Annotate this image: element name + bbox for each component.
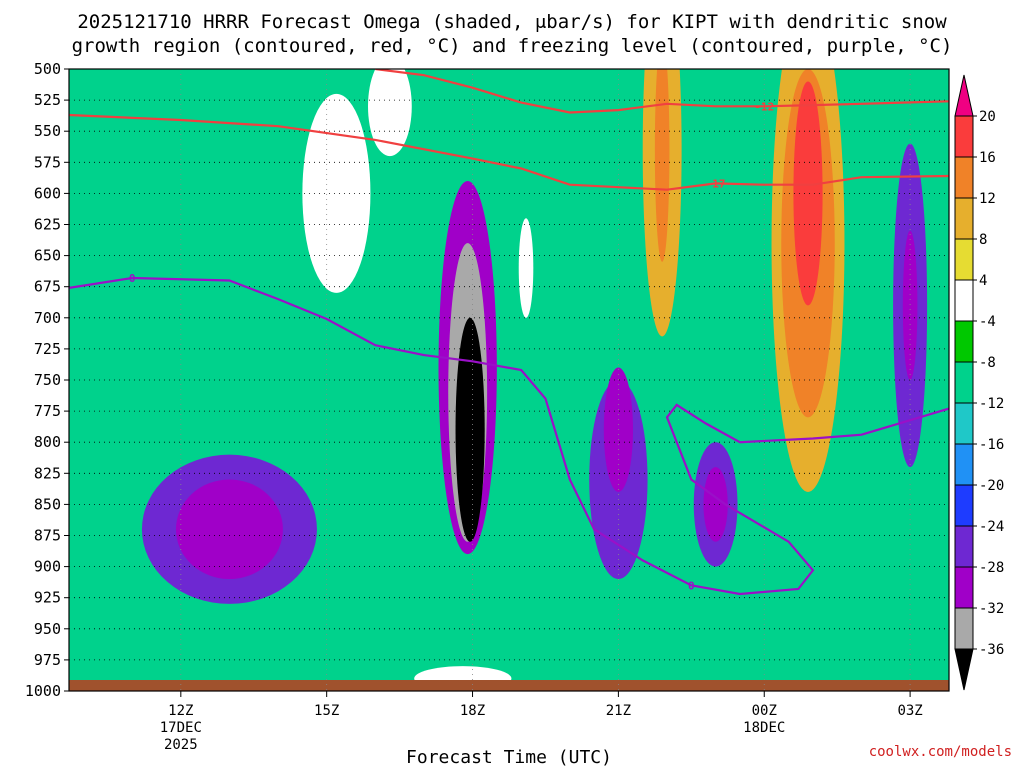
y-tick-label: 575 xyxy=(34,153,61,171)
y-tick-label: 975 xyxy=(34,651,61,669)
colorbar-tick-label: -20 xyxy=(979,478,1004,494)
x-tick-label: 21Z xyxy=(606,703,631,719)
colorbar-swatch xyxy=(954,566,974,609)
colorbar-swatch xyxy=(954,443,974,486)
omega-region-14 xyxy=(902,230,918,380)
y-tick-label: 600 xyxy=(34,184,61,202)
y-tick-label: 775 xyxy=(34,402,61,420)
colorbar-swatch xyxy=(954,156,974,199)
y-tick-label: 725 xyxy=(34,340,61,358)
colorbar-tick-label: -12 xyxy=(979,396,1004,412)
contour-lines: -17 -12 0 0 xyxy=(69,69,949,596)
credit-text: coolwx.com/models xyxy=(869,744,1012,760)
colorbar-tick-label: -32 xyxy=(979,601,1004,617)
x-tick-label: 18Z xyxy=(460,703,485,719)
y-tick-label: 1000 xyxy=(25,682,61,700)
chart-title-line-1: 2025121710 HRRR Forecast Omega (shaded, … xyxy=(77,11,947,33)
x-tick-label: 03Z xyxy=(897,703,922,719)
colorbar-tick-label: 12 xyxy=(979,191,996,207)
y-tick-label: 650 xyxy=(34,247,61,265)
y-tick-label: 850 xyxy=(34,495,61,513)
omega-region-17 xyxy=(455,317,485,542)
colorbar-swatch xyxy=(954,115,974,158)
y-tick-label: 550 xyxy=(34,122,61,140)
y-tick-label: 950 xyxy=(34,620,61,638)
y-tick-label: 750 xyxy=(34,371,61,389)
dgz-contour-label: -12 xyxy=(754,100,774,113)
colorbar-top-arrow xyxy=(954,74,974,117)
y-tick-label: 925 xyxy=(34,589,61,607)
colorbar-tick-label: -36 xyxy=(979,642,1004,658)
x-tick-date: 17DEC xyxy=(160,720,202,736)
omega-region-1 xyxy=(654,69,670,262)
colorbar-tick-label: -28 xyxy=(979,560,1004,576)
colorbar-swatch xyxy=(954,279,974,322)
y-tick-label: 625 xyxy=(34,216,61,234)
plot-area: -17 -12 0 0 xyxy=(69,69,949,691)
colorbar-tick-label: 4 xyxy=(979,273,987,289)
dgz-contour-0 xyxy=(69,113,949,191)
colorbar-swatch xyxy=(954,607,974,650)
colorbar-tick-label: -8 xyxy=(979,355,996,371)
colorbar-bottom-arrow xyxy=(954,648,974,691)
colorbar-tick-label: -24 xyxy=(979,519,1004,535)
omega-region-4 xyxy=(793,81,823,306)
x-tick-label: 12Z xyxy=(168,703,193,719)
colorbar-swatch xyxy=(954,525,974,568)
x-tick-label: 15Z xyxy=(314,703,339,719)
omega-region-6 xyxy=(368,69,412,157)
grid-lines xyxy=(69,69,949,691)
omega-region-5 xyxy=(302,93,371,293)
y-tick-label: 800 xyxy=(34,433,61,451)
colorbar-swatch xyxy=(954,402,974,445)
freezing-level-label: 0 xyxy=(129,272,136,285)
y-axis: 500 525 550 575 600 625 650 675 700 725 750 775 800 8… xyxy=(25,60,69,700)
x-tick-year: 2025 xyxy=(164,737,198,753)
freezing-level-label: 0 xyxy=(688,579,695,592)
dgz-contour-1 xyxy=(375,69,949,114)
freezing-level-contour xyxy=(69,276,949,596)
colorbar-swatch xyxy=(954,238,974,281)
colorbar-tick-label: 20 xyxy=(979,109,996,125)
colorbar: -36 -32 -28 -24 -20 -16 -12 -8 -4 4 8 12 16 20 xyxy=(954,74,1004,691)
colorbar-tick-label: 16 xyxy=(979,150,996,166)
colorbar-tick-label: 8 xyxy=(979,232,987,248)
omega-region-19 xyxy=(175,479,283,580)
y-tick-label: 525 xyxy=(34,91,61,109)
colorbar-tick-label: -4 xyxy=(979,314,996,330)
y-tick-label: 500 xyxy=(34,60,61,78)
dgz-contour-label: -17 xyxy=(706,177,726,190)
chart-title-line-2: growth region (contoured, red, °C) and f… xyxy=(72,35,953,57)
omega-shading xyxy=(69,69,949,691)
omega-region-12 xyxy=(703,467,728,542)
y-tick-label: 900 xyxy=(34,558,61,576)
y-tick-label: 825 xyxy=(34,464,61,482)
x-tick-date: 18DEC xyxy=(743,720,785,736)
y-tick-label: 875 xyxy=(34,527,61,545)
x-tick-label: 00Z xyxy=(752,703,777,719)
colorbar-swatch xyxy=(954,484,974,527)
colorbar-swatch xyxy=(954,361,974,404)
x-axis-label: Forecast Time (UTC) xyxy=(406,747,612,768)
omega-region-7 xyxy=(518,218,534,318)
colorbar-tick-label: -16 xyxy=(979,437,1004,453)
y-tick-label: 675 xyxy=(34,278,61,296)
colorbar-swatch xyxy=(954,197,974,240)
terrain-band xyxy=(69,680,949,691)
colorbar-swatch xyxy=(954,320,974,363)
y-tick-label: 700 xyxy=(34,309,61,327)
